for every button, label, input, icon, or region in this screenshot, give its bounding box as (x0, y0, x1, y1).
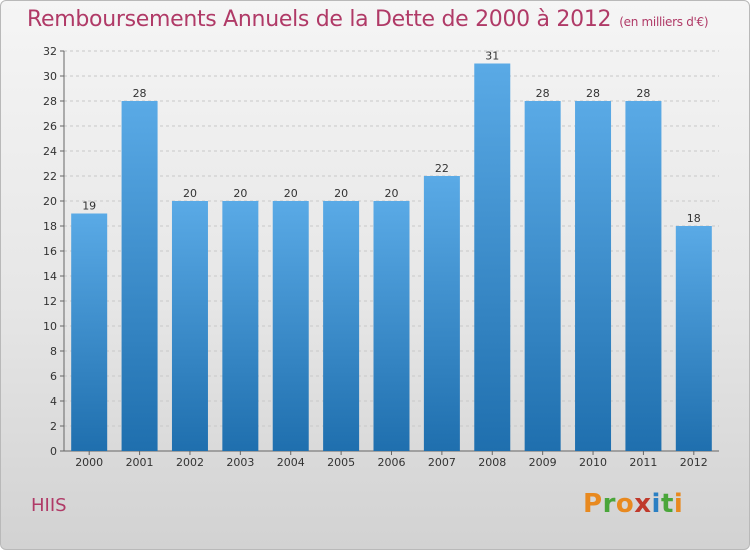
data-label: 20 (233, 187, 247, 200)
proxiti-logo: Proxiti (583, 489, 683, 519)
chart-title-text: Remboursements Annuels de la Dette de 20… (27, 7, 612, 32)
bar (71, 213, 108, 451)
bar (272, 201, 309, 451)
bar (121, 101, 158, 451)
bar (323, 201, 360, 451)
x-tick-label: 2003 (226, 456, 254, 469)
logo-letter: o (615, 489, 635, 519)
bar (474, 63, 511, 451)
logo-letter: i (651, 489, 661, 519)
y-tick-label: 32 (43, 45, 57, 58)
x-tick-label: 2012 (680, 456, 708, 469)
data-label: 20 (385, 187, 399, 200)
y-tick-label: 24 (43, 145, 57, 158)
x-tick-label: 2006 (378, 456, 406, 469)
y-tick-label: 30 (43, 70, 57, 83)
y-tick-label: 22 (43, 170, 57, 183)
bar (222, 201, 259, 451)
y-tick-label: 4 (50, 395, 57, 408)
y-tick-label: 28 (43, 95, 57, 108)
logo-letter: t (660, 489, 674, 519)
data-label: 20 (284, 187, 298, 200)
chart-unit: (en milliers d'€) (619, 15, 709, 29)
x-tick-label: 2011 (629, 456, 657, 469)
y-tick-label: 16 (43, 245, 57, 258)
data-label: 22 (435, 162, 449, 175)
x-tick-label: 2007 (428, 456, 456, 469)
logo-letter: i (673, 489, 684, 519)
x-tick-label: 2008 (478, 456, 506, 469)
data-label: 28 (586, 87, 600, 100)
y-tick-label: 14 (43, 270, 57, 283)
bar (575, 101, 612, 451)
x-tick-label: 2009 (529, 456, 557, 469)
bar (423, 176, 460, 451)
commune-name: HIIS (31, 495, 67, 516)
logo-letter: P (583, 489, 603, 519)
bar (524, 101, 561, 451)
y-tick-label: 12 (43, 295, 57, 308)
x-tick-label: 2010 (579, 456, 607, 469)
bar (675, 226, 712, 451)
y-tick-label: 26 (43, 120, 57, 133)
y-tick-label: 20 (43, 195, 57, 208)
y-tick-label: 10 (43, 320, 57, 333)
bar (625, 101, 662, 451)
x-tick-label: 2004 (277, 456, 305, 469)
x-tick-label: 2002 (176, 456, 204, 469)
logo-letter: x (634, 489, 652, 519)
data-label: 20 (183, 187, 197, 200)
bar (171, 201, 208, 451)
x-tick-label: 2005 (327, 456, 355, 469)
data-label: 18 (687, 212, 701, 225)
x-tick-label: 2000 (75, 456, 103, 469)
data-label: 28 (636, 87, 650, 100)
x-tick-label: 2001 (126, 456, 154, 469)
data-label: 20 (334, 187, 348, 200)
chart-title: Remboursements Annuels de la Dette de 20… (27, 7, 709, 32)
bar (373, 201, 410, 451)
data-label: 19 (82, 200, 96, 213)
y-tick-label: 8 (50, 345, 57, 358)
y-tick-label: 0 (50, 445, 57, 458)
data-label: 31 (485, 50, 499, 63)
logo-letter: r (602, 489, 616, 519)
data-label: 28 (536, 87, 550, 100)
y-tick-label: 2 (50, 420, 57, 433)
y-tick-label: 6 (50, 370, 57, 383)
data-label: 28 (133, 87, 147, 100)
y-tick-label: 18 (43, 220, 57, 233)
